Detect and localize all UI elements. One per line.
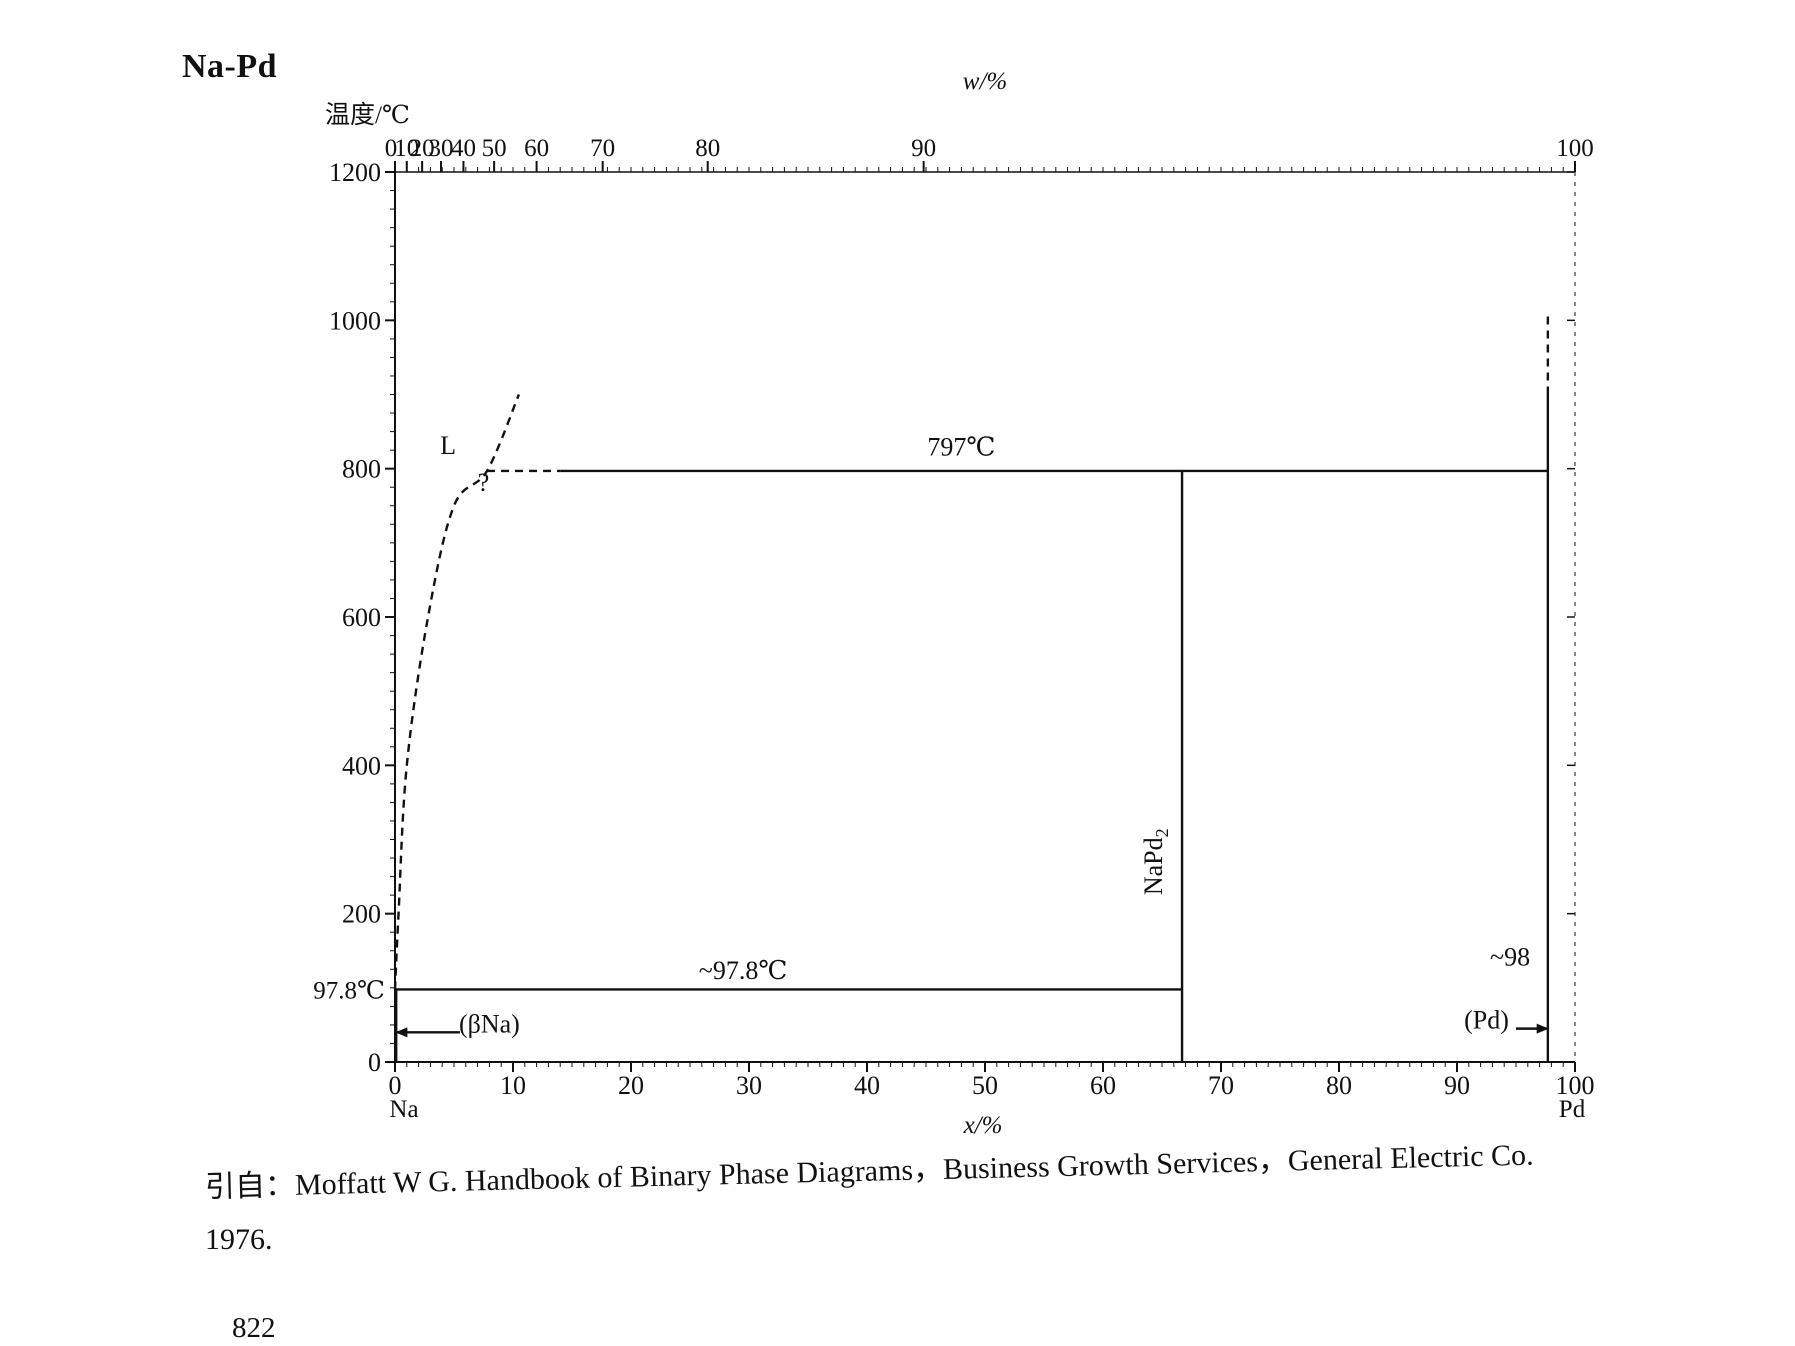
x-tick-label: 50 bbox=[972, 1071, 998, 1100]
annotation-2: L bbox=[440, 431, 456, 460]
top-tick-label: 70 bbox=[590, 135, 615, 162]
x-end-label-right: Pd bbox=[1559, 1096, 1586, 1123]
x-tick-label: 0 bbox=[389, 1071, 402, 1100]
x-tick-label: 100 bbox=[1556, 1071, 1595, 1100]
axis-labels: 温度/℃ x/% w/% Na Pd bbox=[325, 68, 1586, 1139]
top-tick-label: 0 bbox=[385, 135, 398, 162]
top-tick-label: 50 bbox=[482, 135, 507, 162]
page-title: Na-Pd bbox=[182, 48, 278, 85]
phase-boundaries bbox=[393, 312, 1550, 1062]
annotation-5: (βNa) bbox=[459, 1009, 520, 1038]
citation: 引自：Moffatt W G. Handbook of Binary Phase… bbox=[205, 1139, 1745, 1266]
x-tick-label: 20 bbox=[618, 1071, 644, 1100]
top-tick-label: 20 bbox=[410, 135, 435, 162]
annotation-4: NaPd2 bbox=[1139, 828, 1172, 895]
y-tick-label: 1000 bbox=[329, 306, 381, 335]
x-end-label-left: Na bbox=[389, 1096, 418, 1123]
y-tick-label: 1200 bbox=[329, 158, 381, 187]
y-tick-label: 400 bbox=[342, 751, 381, 780]
citation-line-2: 1976. bbox=[205, 1223, 273, 1256]
annotation-7: ~98 bbox=[1490, 943, 1530, 972]
top-axis-label: w/% bbox=[963, 68, 1007, 95]
top-tick-label: 100 bbox=[1556, 135, 1594, 162]
y-tick-label: 0 bbox=[368, 1048, 381, 1077]
top-tick-label: 10 bbox=[394, 135, 419, 162]
y-tick-label-extra: 97.8℃ bbox=[313, 977, 385, 1004]
y-axis-label: 温度/℃ bbox=[325, 101, 410, 129]
phase-boundary-0 bbox=[393, 394, 521, 990]
top-tick-label: 80 bbox=[695, 135, 720, 162]
x-tick-label: 40 bbox=[854, 1071, 880, 1100]
annotation-0: 797℃ bbox=[927, 432, 995, 461]
y-tick-label: 800 bbox=[342, 455, 381, 484]
annotation-1: ~97.8℃ bbox=[699, 956, 788, 985]
annotation-6: (Pd) bbox=[1464, 1006, 1509, 1035]
top-tick-label: 30 bbox=[429, 135, 454, 162]
plot-frame bbox=[394, 171, 1576, 1063]
top-tick-label: 90 bbox=[911, 135, 936, 162]
arrows bbox=[395, 1023, 1549, 1038]
x-axis-label: x/% bbox=[963, 1112, 1003, 1139]
top-tick-label: 60 bbox=[524, 135, 549, 162]
x-tick-label: 60 bbox=[1090, 1071, 1116, 1100]
x-tick-label: 30 bbox=[736, 1071, 762, 1100]
annotation-3: ? bbox=[478, 468, 490, 497]
top-tick-label: 40 bbox=[451, 135, 476, 162]
x-tick-label: 10 bbox=[500, 1071, 526, 1100]
page-number: 822 bbox=[232, 1312, 276, 1344]
annotations: 797℃ ~97.8℃ L? NaPd2 (βNa) (Pd) ~98 bbox=[440, 431, 1530, 1039]
y-tick-label: 200 bbox=[342, 900, 381, 929]
x-tick-label: 90 bbox=[1444, 1071, 1470, 1100]
x-tick-label: 80 bbox=[1326, 1071, 1352, 1100]
y-tick-label: 600 bbox=[342, 603, 381, 632]
x-tick-label: 70 bbox=[1208, 1071, 1234, 1100]
